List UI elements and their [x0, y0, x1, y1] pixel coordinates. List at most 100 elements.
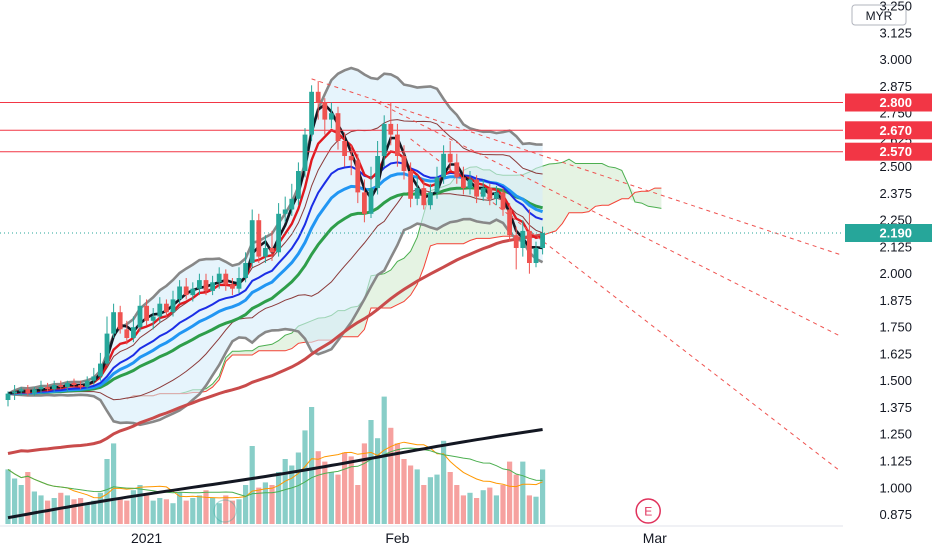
- candle-body: [18, 389, 24, 392]
- volume-bar: [533, 496, 539, 524]
- candle-body: [164, 303, 169, 313]
- volume-bar: [309, 407, 315, 524]
- candle-body: [230, 284, 235, 289]
- price-tick-label: 3.000: [879, 52, 912, 67]
- candle-body: [197, 280, 202, 289]
- volume-bar: [414, 469, 420, 524]
- candle-body: [533, 248, 539, 263]
- level-price-tag-background: [845, 93, 932, 112]
- price-tick-label: 1.750: [879, 320, 912, 335]
- candle-body: [540, 233, 545, 248]
- event-marker-layer[interactable]: E: [213, 498, 661, 524]
- candle-body: [84, 380, 90, 388]
- volume-bar: [427, 477, 433, 524]
- price-axis[interactable]: MYR3.2503.1253.0002.8752.7502.6252.5002.…: [843, 0, 932, 550]
- candle-body: [375, 156, 380, 189]
- volume-bar: [375, 438, 381, 524]
- candle-body: [157, 303, 163, 317]
- earnings-marker-circle: [635, 498, 661, 524]
- candle-body: [124, 329, 130, 338]
- volume-bar: [111, 443, 117, 524]
- candle-body: [302, 134, 308, 171]
- volume-bar: [78, 498, 84, 524]
- candle-body: [150, 316, 156, 321]
- ichimoku-span-a-line: [126, 158, 662, 400]
- ma-200-line: [7, 428, 543, 520]
- candle-body: [289, 198, 295, 210]
- candle-body: [322, 102, 328, 120]
- volume-bar: [520, 461, 526, 524]
- candle-body: [177, 286, 182, 300]
- volume-bar: [434, 474, 440, 524]
- candle-body: [441, 153, 446, 178]
- ghost-marker: [213, 499, 237, 523]
- volume-bar: [256, 487, 262, 524]
- candle-body: [474, 179, 479, 197]
- volume-bar: [526, 495, 532, 524]
- time-tick-label: Feb: [385, 530, 409, 546]
- volume-ma-slow-line: [7, 447, 543, 497]
- candle-body: [12, 391, 17, 394]
- time-axis[interactable]: 2021 Feb Mar: [0, 525, 843, 550]
- volume-bar: [388, 427, 394, 524]
- time-axis-background: [0, 526, 843, 550]
- volume-bar: [269, 485, 275, 524]
- candle-body: [104, 333, 110, 364]
- candle-body: [111, 312, 116, 334]
- candle-body: [78, 385, 83, 388]
- candle-body: [243, 263, 248, 278]
- volume-bar: [342, 452, 348, 524]
- price-tick-label: 2.500: [879, 159, 912, 174]
- volume-bar: [210, 498, 216, 524]
- volume-bar: [91, 500, 97, 524]
- candle-body: [223, 273, 229, 285]
- price-tick-label: 2.375: [879, 186, 912, 201]
- candle-body: [32, 389, 37, 394]
- volume-bar: [355, 485, 361, 524]
- volume-bar: [454, 485, 460, 524]
- candle-body: [65, 382, 70, 388]
- price-tick-label: 3.125: [879, 25, 912, 40]
- candle-body: [368, 188, 374, 214]
- volume-bar: [183, 500, 189, 524]
- price-tick-label: 2.125: [879, 239, 912, 254]
- price-axis-background: [843, 0, 932, 550]
- candle-body: [381, 123, 387, 156]
- volume-bar: [64, 495, 70, 524]
- candle-body: [98, 363, 103, 377]
- candle-body: [183, 286, 189, 296]
- bollinger-upper-line: [7, 66, 543, 395]
- volume-bar: [18, 485, 24, 524]
- candle-body: [342, 141, 347, 156]
- volume-bar: [513, 474, 519, 524]
- volume-bar: [25, 472, 31, 524]
- trendline-dashed: [377, 102, 840, 337]
- volume-bar: [104, 459, 110, 524]
- ichimoku-span-b-line: [126, 187, 662, 400]
- volume-bar: [348, 456, 354, 524]
- candle-body: [520, 230, 526, 248]
- volume-bar: [31, 491, 37, 524]
- candle-body: [315, 91, 321, 103]
- volume-bar: [97, 492, 103, 524]
- candle-body: [467, 179, 473, 189]
- candle-body: [507, 209, 512, 236]
- inner-band-lower-line: [8, 189, 543, 401]
- ma-50-line: [7, 186, 543, 396]
- volume-bar: [236, 499, 242, 524]
- price-tick-label: 0.875: [879, 507, 912, 522]
- volume-layer: [5, 396, 546, 524]
- candle-body: [190, 288, 196, 296]
- candle-body: [401, 156, 407, 171]
- volume-bar: [487, 487, 493, 524]
- price-tick-label: 1.250: [879, 427, 912, 442]
- earnings-marker-label: E: [644, 505, 652, 519]
- ma-100-line: [7, 233, 543, 455]
- price-tick-label: 1.000: [879, 480, 912, 495]
- price-tick-label: 1.500: [879, 373, 912, 388]
- volume-bar: [12, 478, 18, 524]
- volume-bar: [38, 495, 44, 524]
- candle-body: [170, 299, 176, 313]
- level-price-tag-background: [845, 142, 932, 161]
